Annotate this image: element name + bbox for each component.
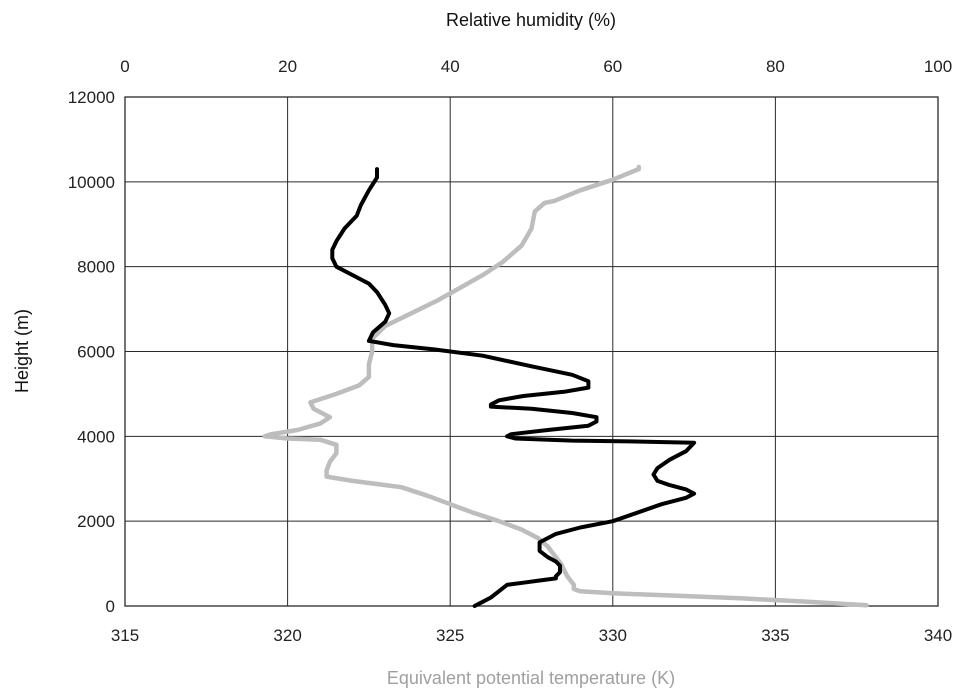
y-tick-label-6: 12000: [68, 88, 115, 107]
bottom-x-tick-label-2: 325: [436, 626, 464, 645]
bottom-x-tick-label-5: 340: [924, 626, 952, 645]
equivalent-potential-temperature-line: [262, 164, 869, 608]
top-x-tick-label-5: 100: [924, 57, 952, 76]
y-tick-label-1: 2000: [77, 512, 115, 531]
top-x-tick-label-2: 40: [441, 57, 460, 76]
tick-labels: 0 2000 4000 6000 8000 10000 12000 0 20 40 60 80 100 3…: [68, 57, 952, 645]
y-tick-label-2: 4000: [77, 427, 115, 446]
grid-lines: [124, 96, 939, 607]
y-tick-label-4: 8000: [77, 258, 115, 277]
bottom-x-tick-label-1: 320: [273, 626, 301, 645]
series-layer: [262, 164, 869, 608]
bottom-x-tick-label-4: 335: [761, 626, 789, 645]
top-x-tick-label-3: 60: [603, 57, 622, 76]
y-axis-title: Height (m): [12, 309, 32, 393]
y-tick-label-0: 0: [106, 597, 115, 616]
bottom-axis-title: Equivalent potential temperature (K): [387, 668, 675, 688]
top-x-tick-label-4: 80: [766, 57, 785, 76]
top-axis-title: Relative humidity (%): [446, 10, 616, 30]
bottom-x-tick-label-3: 330: [599, 626, 627, 645]
y-tick-label-3: 6000: [77, 343, 115, 362]
top-x-tick-label-0: 0: [120, 57, 129, 76]
y-tick-label-5: 10000: [68, 173, 115, 192]
top-x-tick-label-1: 20: [278, 57, 297, 76]
plot-frame: [124, 96, 939, 607]
relative-humidity-line: [330, 167, 697, 608]
bottom-x-tick-label-0: 315: [111, 626, 139, 645]
